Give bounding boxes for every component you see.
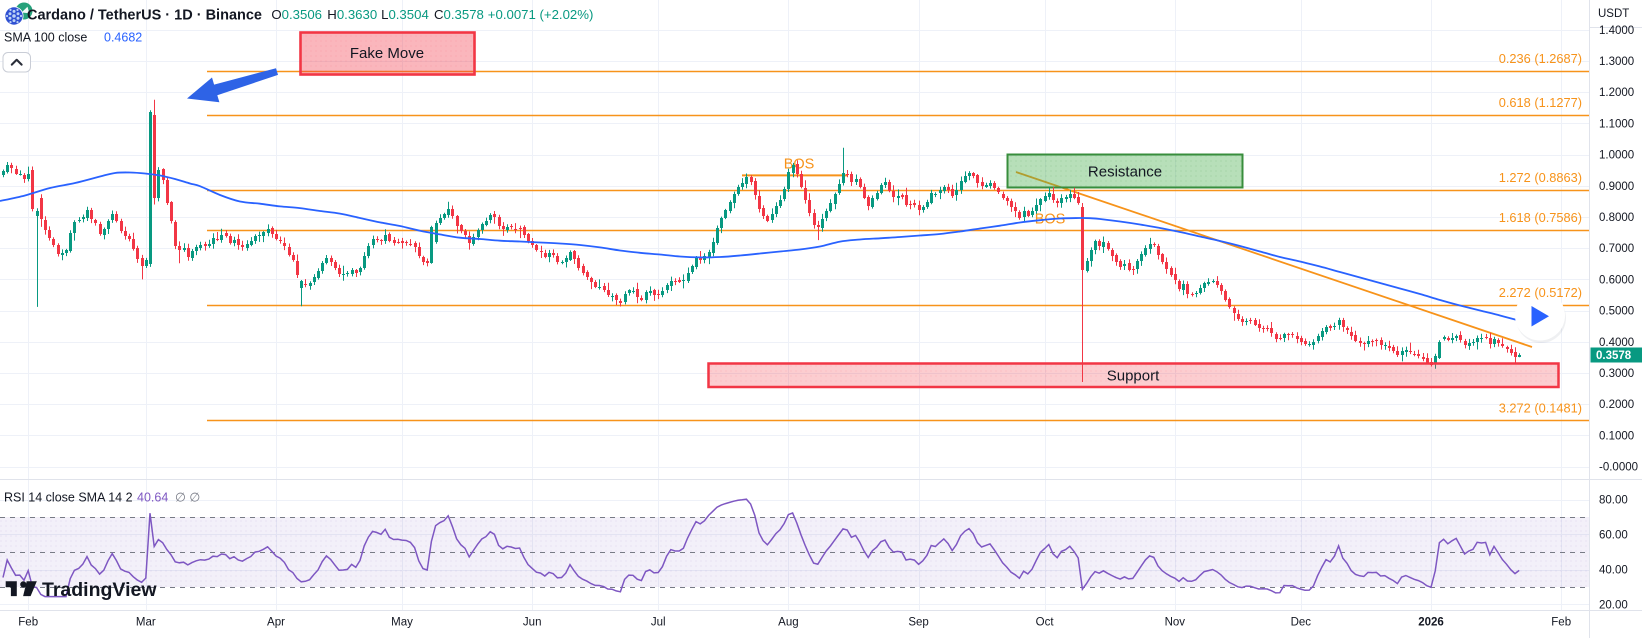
svg-text:0.9000: 0.9000 bbox=[1599, 181, 1634, 193]
svg-text:0.3578: 0.3578 bbox=[1596, 350, 1632, 362]
svg-text:1.0000: 1.0000 bbox=[1599, 150, 1634, 162]
svg-text:2026: 2026 bbox=[1418, 617, 1444, 629]
svg-text:∅ ∅: ∅ ∅ bbox=[175, 491, 200, 505]
svg-text:May: May bbox=[391, 617, 413, 629]
svg-text:-0.0000: -0.0000 bbox=[1599, 462, 1638, 474]
svg-text:0.4682: 0.4682 bbox=[104, 31, 142, 45]
svg-text:+0.0071 (+2.02%): +0.0071 (+2.02%) bbox=[488, 7, 594, 22]
svg-text:Support: Support bbox=[1107, 368, 1160, 385]
svg-text:O0.3506: O0.3506 bbox=[271, 7, 322, 22]
svg-text:L0.3504: L0.3504 bbox=[381, 7, 429, 22]
svg-text:1.618 (0.7586): 1.618 (0.7586) bbox=[1499, 210, 1582, 225]
svg-text:0.5000: 0.5000 bbox=[1599, 306, 1634, 318]
svg-text:Mar: Mar bbox=[136, 617, 156, 629]
svg-text:60.00: 60.00 bbox=[1599, 530, 1628, 542]
svg-text:2.272 (0.5172): 2.272 (0.5172) bbox=[1499, 285, 1582, 300]
svg-text:Jun: Jun bbox=[523, 617, 542, 629]
svg-text:Feb: Feb bbox=[18, 617, 38, 629]
svg-text:0.7000: 0.7000 bbox=[1599, 243, 1634, 255]
svg-text:40.64: 40.64 bbox=[137, 491, 168, 505]
svg-text:0.4000: 0.4000 bbox=[1599, 337, 1634, 349]
svg-text:Dec: Dec bbox=[1291, 617, 1312, 629]
svg-text:0.618 (1.1277): 0.618 (1.1277) bbox=[1499, 95, 1582, 110]
svg-text:RSI 14 close SMA 14 2: RSI 14 close SMA 14 2 bbox=[4, 491, 133, 505]
svg-text:Apr: Apr bbox=[267, 617, 285, 629]
svg-text:Nov: Nov bbox=[1165, 617, 1186, 629]
svg-text:0.1000: 0.1000 bbox=[1599, 430, 1634, 442]
svg-text:0.236 (1.2687): 0.236 (1.2687) bbox=[1499, 51, 1582, 66]
svg-text:Oct: Oct bbox=[1036, 617, 1055, 629]
svg-text:1.4000: 1.4000 bbox=[1599, 25, 1634, 37]
svg-text:20.00: 20.00 bbox=[1599, 600, 1628, 612]
svg-text:Fake Move: Fake Move bbox=[350, 45, 424, 62]
svg-text:H0.3630: H0.3630 bbox=[327, 7, 377, 22]
svg-text:0.2000: 0.2000 bbox=[1599, 399, 1634, 411]
svg-text:40.00: 40.00 bbox=[1599, 565, 1628, 577]
svg-text:C0.3578: C0.3578 bbox=[434, 7, 484, 22]
svg-text:80.00: 80.00 bbox=[1599, 495, 1628, 507]
svg-text:Aug: Aug bbox=[778, 617, 798, 629]
svg-text:Jul: Jul bbox=[651, 617, 666, 629]
svg-text:0.8000: 0.8000 bbox=[1599, 212, 1634, 224]
svg-text:USDT: USDT bbox=[1598, 8, 1629, 20]
svg-text:Resistance: Resistance bbox=[1088, 164, 1162, 181]
svg-text:1.2000: 1.2000 bbox=[1599, 87, 1634, 99]
svg-text:0.3000: 0.3000 bbox=[1599, 368, 1634, 380]
svg-text:1.3000: 1.3000 bbox=[1599, 56, 1634, 68]
svg-text:Sep: Sep bbox=[908, 617, 928, 629]
svg-text:3.272 (0.1481): 3.272 (0.1481) bbox=[1499, 400, 1582, 415]
svg-text:TradingView: TradingView bbox=[42, 579, 157, 601]
svg-text:Cardano / TetherUS · 1D · Bina: Cardano / TetherUS · 1D · Binance bbox=[27, 8, 262, 24]
svg-text:Feb: Feb bbox=[1551, 617, 1571, 629]
svg-text:1.1000: 1.1000 bbox=[1599, 118, 1634, 130]
svg-text:1.272 (0.8863): 1.272 (0.8863) bbox=[1499, 170, 1582, 185]
svg-text:0.6000: 0.6000 bbox=[1599, 274, 1634, 286]
svg-text:SMA 100 close: SMA 100 close bbox=[4, 31, 87, 45]
